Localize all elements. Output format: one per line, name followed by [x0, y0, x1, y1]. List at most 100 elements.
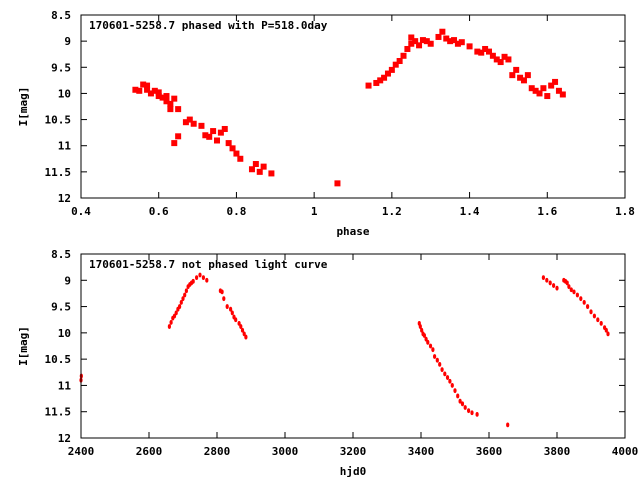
- phased-data-point: [447, 38, 454, 45]
- phased-data-point: [171, 95, 178, 102]
- unphased-data-point: [572, 289, 576, 295]
- phased-data-point: [159, 94, 166, 101]
- unphased-data-point: [541, 275, 546, 281]
- unphased-y-tick-label: 11: [58, 379, 72, 392]
- phased-y-tick-label: 10: [58, 87, 71, 100]
- phased-data-point: [248, 166, 255, 173]
- phased-data-point: [478, 49, 485, 56]
- phased-data-point: [190, 120, 197, 127]
- unphased-data-point: [569, 287, 573, 293]
- unphased-panel-points: [79, 272, 610, 428]
- unphased-data-point: [545, 277, 549, 283]
- phased-data-point: [237, 155, 244, 162]
- phased-data-point: [427, 40, 434, 47]
- phased-data-point: [260, 163, 267, 170]
- phased-data-point: [408, 34, 415, 41]
- unphased-data-point: [431, 347, 435, 353]
- phased-data-point: [373, 79, 380, 86]
- phased-data-point: [377, 77, 384, 84]
- unphased-y-tick-label: 12: [58, 432, 71, 445]
- unphased-data-point: [178, 304, 182, 309]
- phased-data-point: [225, 140, 232, 147]
- phased-data-point: [419, 37, 426, 44]
- unphased-data-point: [438, 362, 442, 367]
- phased-data-point: [466, 43, 473, 50]
- phased-data-point: [493, 56, 500, 63]
- unphased-data-point: [225, 304, 229, 309]
- phased-data-point: [198, 122, 205, 129]
- phased-data-point: [509, 72, 516, 79]
- phased-data-point: [408, 40, 415, 47]
- phased-x-tick-label: 1.6: [537, 205, 557, 218]
- unphased-data-point: [222, 296, 226, 302]
- unphased-x-tick-label: 3400: [408, 445, 435, 458]
- phased-data-point: [182, 119, 189, 126]
- unphased-data-point: [552, 283, 556, 288]
- phased-data-point: [175, 133, 182, 140]
- phased-data-point: [536, 90, 543, 97]
- unphased-data-point: [506, 422, 510, 428]
- phased-data-point: [482, 45, 489, 52]
- phased-data-point: [513, 66, 520, 73]
- phased-data-point: [171, 140, 178, 147]
- unphased-data-point: [167, 324, 171, 329]
- unphased-data-point: [453, 388, 457, 394]
- phased-data-point: [163, 98, 170, 105]
- phased-data-point: [365, 82, 372, 89]
- unphased-x-tick-label: 3600: [476, 445, 503, 458]
- phased-panel-frame: [80, 14, 626, 199]
- phased-data-point: [423, 38, 430, 45]
- unphased-data-point: [450, 383, 454, 388]
- unphased-data-point: [567, 284, 571, 289]
- phased-data-point: [400, 52, 407, 59]
- phased-data-point: [268, 170, 275, 177]
- unphased-data-point: [470, 410, 474, 416]
- unphased-data-point: [606, 331, 610, 337]
- unphased-data-point: [435, 357, 439, 363]
- unphased-data-point: [183, 292, 187, 298]
- unphased-x-tick-label: 2600: [136, 445, 163, 458]
- phased-data-point: [520, 77, 527, 84]
- unphased-y-tick-label: 10: [58, 327, 71, 340]
- unphased-data-point: [230, 310, 234, 316]
- phased-x-tick-label: 0.6: [149, 205, 169, 218]
- phased-data-point: [439, 28, 446, 35]
- unphased-y-tick-label: 9: [64, 274, 71, 287]
- phased-data-point: [381, 74, 388, 81]
- phased-data-point: [532, 87, 539, 94]
- unphased-data-point: [169, 319, 173, 325]
- phased-data-point: [392, 61, 399, 68]
- phased-data-point: [167, 100, 174, 107]
- phased-data-point: [555, 87, 562, 94]
- unphased-data-point: [582, 299, 586, 305]
- unphased-data-point: [467, 408, 471, 414]
- phased-data-point: [252, 161, 259, 168]
- phased-y-tick-label: 9: [64, 35, 71, 48]
- phased-data-point: [163, 93, 170, 100]
- unphased-data-point: [426, 339, 430, 345]
- unphased-data-point: [440, 367, 444, 373]
- unphased-data-point: [555, 285, 559, 291]
- phased-data-point: [416, 42, 423, 49]
- phased-data-point: [501, 53, 508, 60]
- phased-data-point: [528, 85, 535, 92]
- phased-data-point: [136, 87, 143, 94]
- unphased-data-point: [422, 333, 426, 338]
- phased-data-point: [132, 86, 139, 93]
- unphased-data-point: [589, 309, 593, 315]
- unphased-data-point: [191, 278, 195, 284]
- phased-data-point: [221, 125, 228, 132]
- phased-panel-ticks: 0.4 0.6 0.8 1 1.2 1.4 1.6 1.8 8.5 9 9.5 10 10.5 11 11.…: [45, 9, 635, 218]
- phased-x-tick-label: 0.4: [71, 205, 91, 218]
- phased-data-point: [140, 81, 147, 88]
- phased-panel-x-axis-label: phase: [336, 225, 369, 238]
- phased-data-point: [233, 150, 240, 157]
- phased-data-point: [210, 128, 217, 135]
- unphased-panel-x-axis-label: hjd0: [340, 465, 367, 478]
- phased-data-point: [517, 74, 524, 81]
- phased-data-point: [454, 40, 461, 47]
- phased-data-point: [489, 52, 496, 59]
- phased-data-point: [474, 48, 481, 55]
